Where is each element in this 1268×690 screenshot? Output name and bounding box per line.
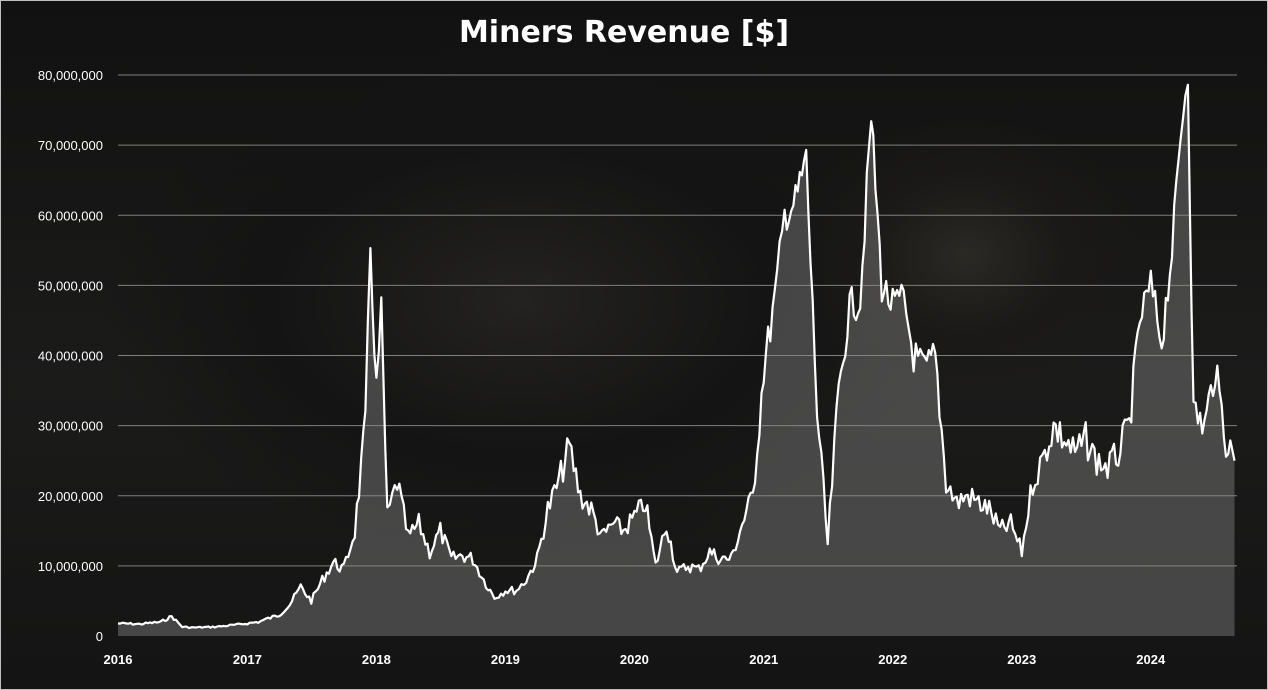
y-tick-label: 80,000,000: [38, 68, 103, 83]
x-tick-label: 2017: [233, 652, 262, 667]
x-tick-label: 2016: [104, 652, 133, 667]
x-axis-ticks: 2016 2017 2018 2019 2020 2021 2022 2023 2024: [104, 652, 1166, 667]
x-tick-label: 2018: [362, 652, 391, 667]
y-tick-label: 10,000,000: [38, 559, 103, 574]
y-tick-label: 60,000,000: [38, 208, 103, 223]
x-tick-label: 2022: [878, 652, 907, 667]
x-tick-label: 2020: [620, 652, 649, 667]
y-tick-label: 20,000,000: [38, 489, 103, 504]
gridlines: [118, 74, 1237, 567]
y-tick-label: 30,000,000: [38, 419, 103, 434]
x-tick-label: 2021: [749, 652, 778, 667]
y-tick-label: 50,000,000: [38, 278, 103, 293]
chart-title: Miners Revenue [$]: [458, 15, 790, 50]
x-tick-label: 2023: [1007, 652, 1036, 667]
x-tick-label: 2024: [1136, 652, 1166, 667]
y-tick-label: 70,000,000: [38, 138, 103, 153]
x-tick-label: 2019: [491, 652, 520, 667]
series-layer: [117, 83, 1236, 637]
y-tick-label: 0: [96, 629, 103, 644]
series-area: [118, 84, 1235, 637]
series-line: [117, 83, 1236, 630]
y-axis-ticks: 0 10,000,000 20,000,000 30,000,000 40,000,00…: [38, 68, 103, 644]
y-tick-label: 40,000,000: [38, 349, 103, 364]
